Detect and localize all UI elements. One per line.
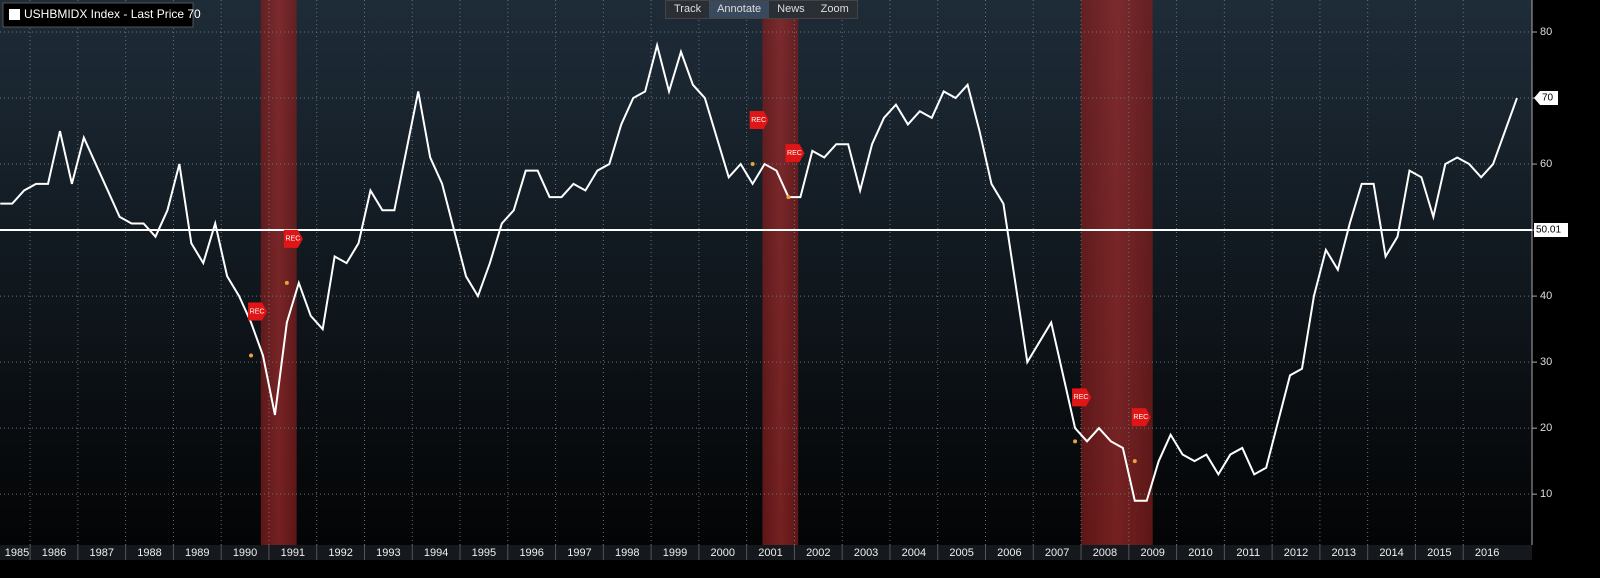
rec-point — [750, 162, 755, 167]
reference-label-box — [1534, 223, 1568, 238]
toolbar-button[interactable]: News — [777, 3, 805, 15]
x-tick-label: 1989 — [185, 547, 209, 559]
legend-swatch — [9, 9, 20, 20]
rec-label: REC — [1074, 394, 1089, 401]
x-tick-label: 1988 — [137, 547, 161, 559]
rec-point — [1073, 439, 1078, 444]
x-tick-label: 2016 — [1475, 547, 1499, 559]
y-tick-label: 80 — [1540, 26, 1552, 38]
recession-band — [260, 0, 297, 545]
x-tick-label: 1999 — [663, 547, 687, 559]
rec-point — [1132, 459, 1137, 464]
x-tick-label: 2008 — [1093, 547, 1117, 559]
rec-marker — [283, 229, 303, 248]
x-tick-label: 2004 — [902, 547, 926, 559]
rec-point — [249, 353, 254, 358]
x-tick-label: 1993 — [376, 547, 400, 559]
x-tick-label: 1998 — [615, 547, 639, 559]
last-price-label: 70 — [1542, 93, 1554, 104]
x-tick-label: 1997 — [567, 547, 591, 559]
rec-label: REC — [250, 308, 265, 315]
axis-background — [1532, 0, 1600, 560]
x-tick-label: 2002 — [806, 547, 830, 559]
y-tick-label: 40 — [1540, 290, 1552, 302]
x-tick-label: 1986 — [42, 547, 66, 559]
toolbar-button[interactable]: Track — [674, 3, 702, 15]
x-tick-label: 1987 — [90, 547, 114, 559]
x-tick-label: 2007 — [1045, 547, 1069, 559]
x-tick-label: 2003 — [854, 547, 878, 559]
rec-point — [284, 280, 289, 285]
y-tick-label: 60 — [1540, 158, 1552, 170]
x-tick-label: 2011 — [1236, 547, 1260, 559]
recession-band — [1081, 0, 1153, 545]
rec-marker — [1131, 408, 1151, 427]
x-tick-label: 2012 — [1284, 547, 1308, 559]
rec-label: REC — [751, 117, 766, 124]
toolbar: Track Annotate News Zoom — [665, 0, 858, 19]
x-tick-label: 1994 — [424, 547, 448, 559]
last-price-box — [1534, 91, 1558, 106]
y-tick-label: 10 — [1540, 488, 1552, 500]
legend-label: USHBMIDX Index - Last Price 70 — [24, 7, 201, 21]
x-tick-label: 2000 — [711, 547, 735, 559]
x-tick-label: 2013 — [1332, 547, 1356, 559]
rec-label: REC — [285, 236, 300, 243]
rec-label: REC — [787, 150, 802, 157]
x-tick-label: 1985 — [5, 547, 29, 559]
rec-label: REC — [1133, 414, 1148, 421]
x-tick-label: 1990 — [233, 547, 257, 559]
rec-point — [786, 195, 791, 200]
toolbar-button[interactable]: Zoom — [820, 3, 849, 15]
x-tick-label: 1991 — [281, 547, 305, 559]
legend-box — [2, 2, 194, 28]
x-tick-label: 2001 — [758, 547, 782, 559]
x-tick-label: 2010 — [1188, 547, 1212, 559]
rec-marker — [248, 302, 268, 321]
x-tick-label: 2014 — [1379, 547, 1403, 559]
y-tick-label: 30 — [1540, 356, 1552, 368]
x-tick-label: 2009 — [1140, 547, 1164, 559]
x-tick-label: 1992 — [328, 547, 352, 559]
line — [0, 41, 1518, 502]
x-tick-label: 2006 — [997, 547, 1021, 559]
recession-band — [762, 0, 799, 545]
rec-marker — [1072, 388, 1092, 407]
toolbar-button[interactable]: Annotate — [709, 1, 770, 18]
x-tick-label: 1995 — [472, 547, 496, 559]
rec-marker — [749, 111, 769, 130]
x-tick-label: 2005 — [949, 547, 973, 559]
x-tick-label: 2015 — [1427, 547, 1451, 559]
x-tick-label: 1996 — [519, 547, 543, 559]
reference-label: 50.01 — [1536, 225, 1561, 236]
y-tick-label: 20 — [1540, 422, 1552, 434]
rec-marker — [785, 144, 805, 163]
x-axis-background — [0, 545, 1532, 560]
